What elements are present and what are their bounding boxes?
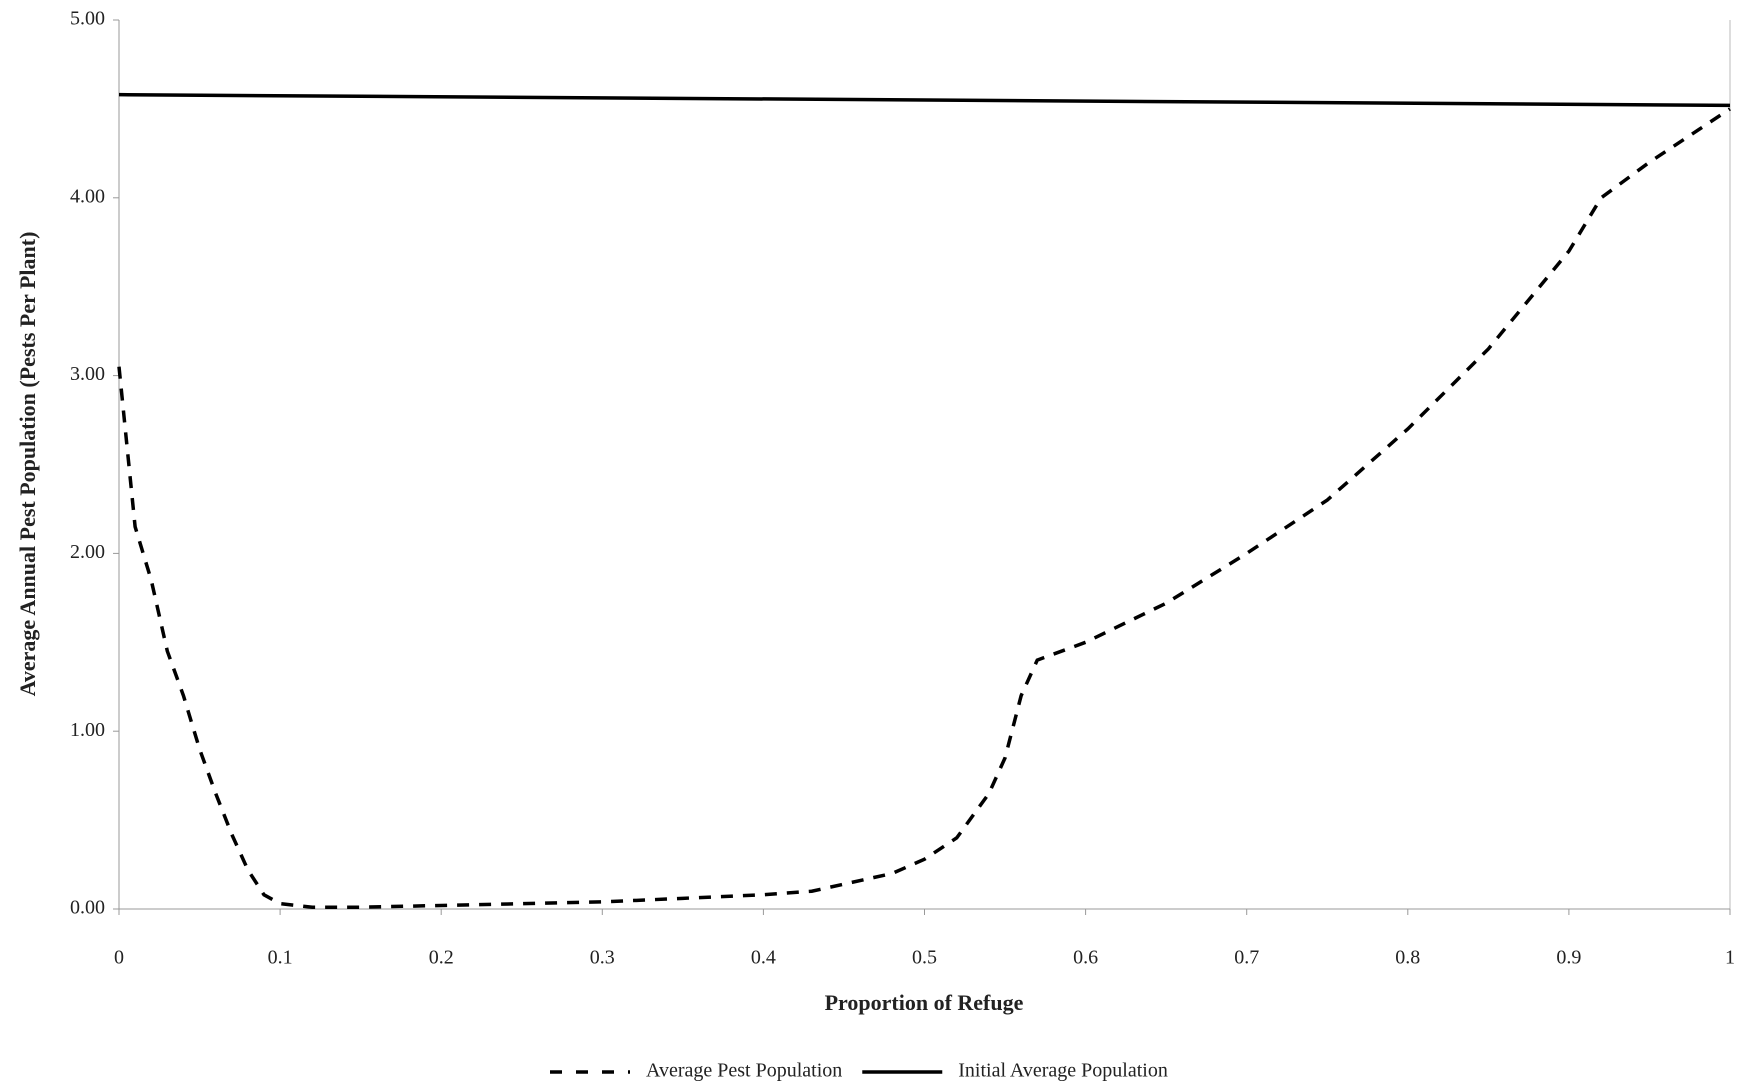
y-tick-label: 0.00 xyxy=(70,897,105,919)
y-tick-label: 4.00 xyxy=(70,185,105,207)
x-tick-label: 0.5 xyxy=(912,947,937,969)
x-tick-label: 0.4 xyxy=(751,947,776,969)
x-tick-label: 0.2 xyxy=(429,947,454,969)
data-line xyxy=(117,107,1731,909)
legend-label: Initial Average Population xyxy=(958,1060,1168,1082)
x-tick-label: 0.6 xyxy=(1073,947,1098,969)
y-axis-label: Average Annual Pest Population (Pests Pe… xyxy=(15,232,40,697)
x-tick-label: 0.9 xyxy=(1556,947,1581,969)
x-tick-label: 0.3 xyxy=(590,947,615,969)
y-tick-label: 3.00 xyxy=(70,363,105,385)
x-tick-label: 0.1 xyxy=(268,947,293,969)
y-tick-label: 2.00 xyxy=(70,541,105,563)
y-tick-label: 1.00 xyxy=(70,719,105,741)
legend-label: Average Pest Population xyxy=(646,1060,842,1082)
x-tick-label: 0.8 xyxy=(1395,947,1420,969)
data-line xyxy=(118,92,1731,108)
x-axis-label: Proportion of Refuge xyxy=(825,990,1024,1015)
x-tick-label: 0 xyxy=(114,947,124,969)
y-tick-label: 5.00 xyxy=(70,8,105,30)
x-tick-label: 0.7 xyxy=(1234,947,1259,969)
x-tick-label: 1 xyxy=(1725,947,1735,969)
